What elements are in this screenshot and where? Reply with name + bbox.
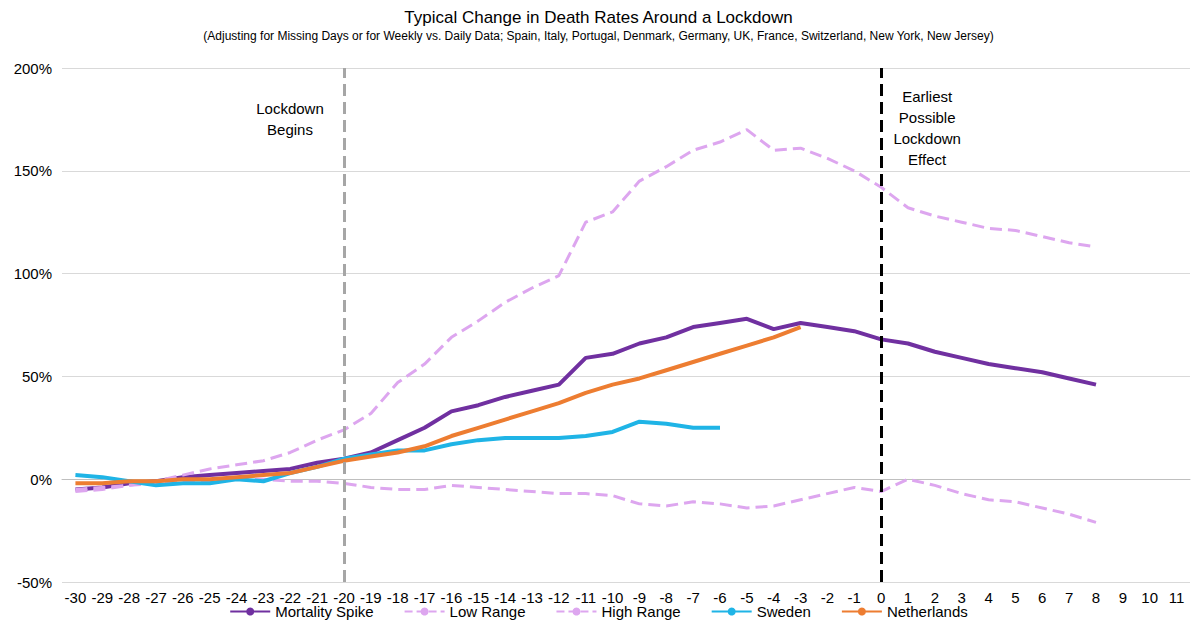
svg-text:Netherlands: Netherlands [887,603,968,620]
svg-text:Lockdown: Lockdown [256,100,324,117]
svg-text:10: 10 [1141,589,1158,606]
svg-text:-26: -26 [172,589,194,606]
svg-text:-4: -4 [767,589,781,606]
svg-text:Sweden: Sweden [757,603,811,620]
svg-text:-2: -2 [821,589,834,606]
svg-text:-11: -11 [575,589,596,606]
svg-text:-10: -10 [601,589,624,606]
svg-text:8: 8 [1092,589,1100,606]
svg-text:Mortality Spike: Mortality Spike [275,603,373,620]
svg-text:-8: -8 [659,589,673,606]
svg-text:Earliest: Earliest [902,88,953,105]
svg-text:High Range: High Range [601,603,680,620]
svg-text:(Adjusting for Missing Days or: (Adjusting for Missing Days or for Weekl… [203,29,993,43]
svg-text:0: 0 [877,589,885,606]
svg-text:6: 6 [1038,589,1046,606]
svg-text:-27: -27 [145,589,167,606]
svg-text:Lockdown: Lockdown [893,130,961,147]
svg-text:-50%: -50% [17,574,52,591]
html-text:-22 -21 -20 -19: -22 -21 -20 -19 [279,589,382,606]
svg-text:-23: -23 [253,589,275,606]
svg-text:-5: -5 [740,589,753,606]
svg-text:-18: -18 [387,589,409,606]
svg-text:-17: -17 [414,589,436,606]
svg-text:0%: 0% [30,471,52,488]
svg-text:50%: 50% [22,368,52,385]
svg-text:150%: 150% [14,162,52,179]
svg-text:Possible: Possible [899,109,956,126]
svg-text:1: 1 [903,589,913,606]
svg-text:9: 9 [1119,589,1127,606]
svg-text:2: 2 [930,589,939,606]
svg-text:4: 4 [984,589,992,606]
svg-text:-9: -9 [632,589,647,606]
svg-text:100%: 100% [14,265,52,282]
svg-text:-12: -12 [548,589,570,606]
html-text:-16 -15 -14 -13: -16 -15 -14 -13 [440,589,543,606]
svg-text:-25: -25 [199,589,221,606]
svg-text:Effect: Effect [908,151,947,168]
svg-text:-1: -1 [848,589,861,606]
svg-text:-28: -28 [118,589,140,606]
svg-text:-29: -29 [91,589,113,606]
svg-text:11: 11 [1169,589,1185,606]
svg-text:-6: -6 [713,589,726,606]
svg-text:Low Range: Low Range [450,603,526,620]
svg-text:3: 3 [957,589,966,606]
svg-text:7: 7 [1065,589,1073,606]
svg-text:Begins: Begins [267,121,313,138]
svg-text:5: 5 [1011,589,1019,606]
svg-text:Typical Change in Death Rates: Typical Change in Death Rates Around a L… [404,8,792,27]
svg-text:200%: 200% [14,60,52,77]
svg-text:-7: -7 [686,589,699,606]
svg-text:-30: -30 [65,589,87,606]
svg-text:-3: -3 [793,589,808,606]
svg-text:-24: -24 [226,589,248,606]
